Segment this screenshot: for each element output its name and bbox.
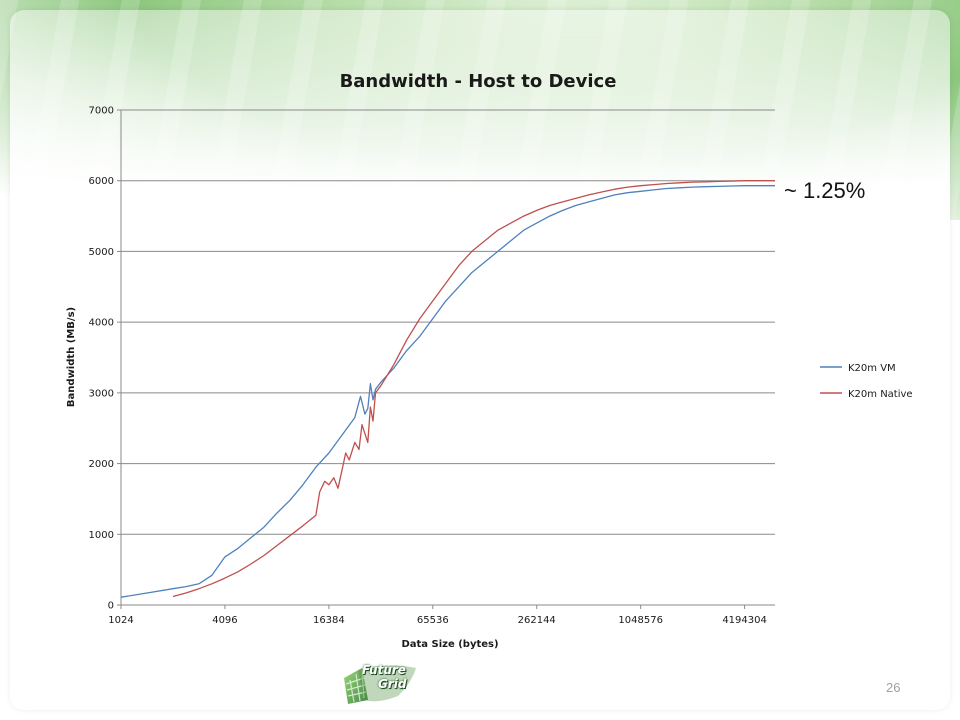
y-tick-label: 6000 — [89, 176, 114, 187]
difference-annotation: ~ 1.25% — [784, 178, 866, 203]
logo-text: Future Grid — [362, 663, 406, 691]
y-tick-label: 4000 — [89, 318, 114, 329]
x-axis-label: Data Size (bytes) — [401, 639, 498, 650]
y-axis-label: Bandwidth (MB/s) — [66, 307, 77, 407]
logo-text-line2: Grid — [378, 677, 407, 691]
x-tick-label: 1048576 — [618, 615, 663, 626]
y-tick-label: 0 — [108, 601, 114, 612]
x-tick-label: 262144 — [518, 615, 556, 626]
chart-legend: K20m VM K20m Native — [820, 363, 913, 400]
x-tick-label: 16384 — [313, 615, 345, 626]
page-number: 26 — [886, 680, 901, 695]
y-tick-label: 2000 — [89, 459, 114, 470]
futuregrid-logo: Future Grid — [338, 660, 420, 708]
y-tick-label: 3000 — [89, 388, 114, 399]
legend-label-k20m-vm: K20m VM — [848, 363, 896, 374]
x-tick-label: 4096 — [212, 615, 237, 626]
logo-text-line1: Future — [362, 663, 406, 677]
series-line-k20m-vm — [120, 185, 775, 598]
logo-grid-icon — [344, 665, 416, 704]
y-tick-label: 1000 — [89, 530, 114, 541]
y-tick-label: 7000 — [89, 106, 114, 117]
x-tick-label: 4194304 — [722, 615, 767, 626]
x-tick-label: 65536 — [417, 615, 449, 626]
legend-label-k20m-native: K20m Native — [848, 389, 913, 400]
series-line-k20m-native — [172, 180, 775, 598]
x-tick-label: 1024 — [108, 615, 133, 626]
chart-title: Bandwidth - Host to Device — [340, 71, 617, 92]
y-tick-label: 5000 — [89, 247, 114, 258]
slide-card — [10, 10, 950, 710]
